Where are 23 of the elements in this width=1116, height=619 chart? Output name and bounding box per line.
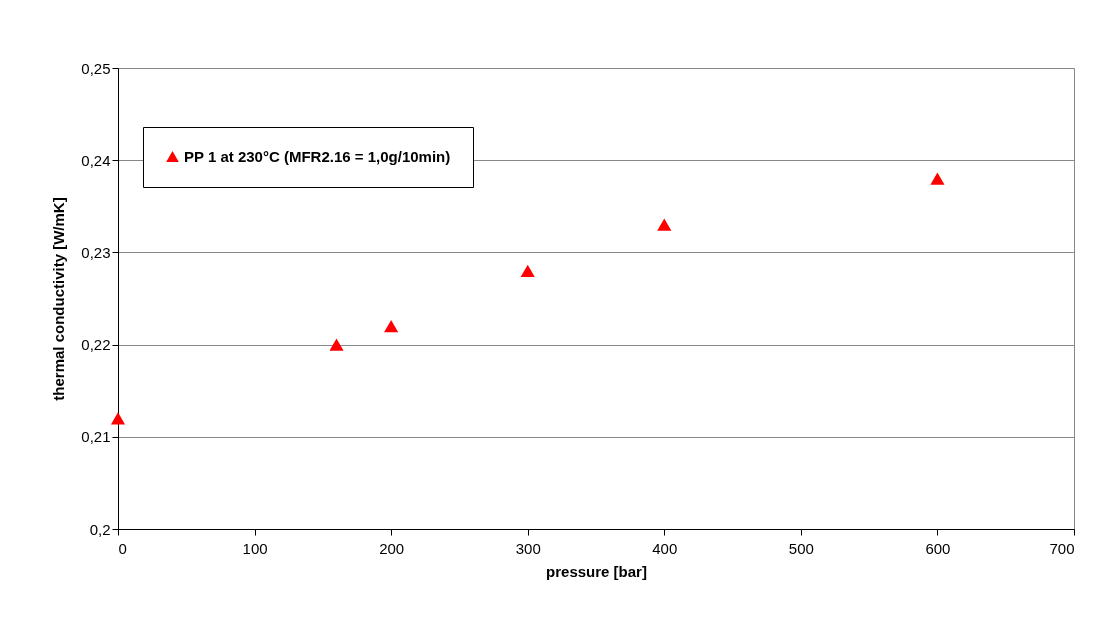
point <box>384 320 399 333</box>
y-tick-label: 0,23 <box>81 243 111 261</box>
point <box>329 338 344 351</box>
legend-label: PP 1 at 230°C (MFR2.16 = 1,0g/10min) <box>184 147 451 165</box>
point <box>520 264 535 277</box>
y-tick-label: 0,24 <box>81 151 111 169</box>
x-tick-label: 700 <box>1049 539 1075 557</box>
point <box>930 172 945 185</box>
x-tick-label: 600 <box>925 539 951 557</box>
x-tick-label: 400 <box>652 539 678 557</box>
y-tick-label: 0,25 <box>81 59 111 77</box>
y-tick-label: 0,21 <box>81 428 111 446</box>
x-tick-label: 300 <box>515 539 541 557</box>
x-tick-label: 100 <box>242 539 268 557</box>
y-axis-title: thermal conductivity [W/mK] <box>50 197 68 401</box>
point <box>110 412 126 425</box>
y-tick-label: 0,22 <box>81 336 111 354</box>
x-tick-label: 500 <box>788 539 814 557</box>
x-tick-label: 0 <box>118 539 127 557</box>
x-tick-label: 200 <box>379 539 405 557</box>
x-axis-title: pressure [bar] <box>546 562 647 580</box>
point <box>657 218 672 231</box>
y-tick-label: 0,2 <box>89 520 111 538</box>
